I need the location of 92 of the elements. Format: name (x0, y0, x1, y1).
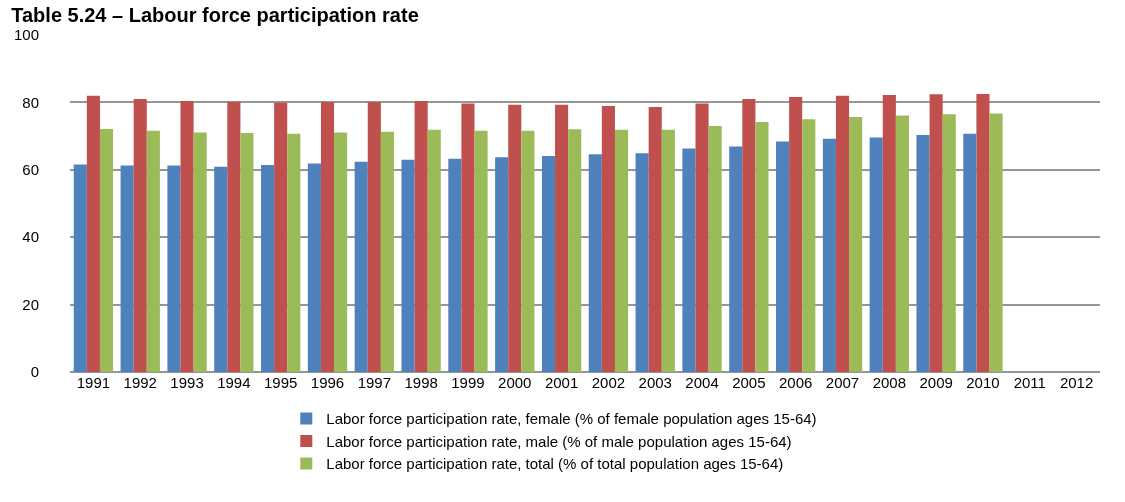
bar (334, 132, 348, 372)
y-tick-label: 0 (30, 363, 39, 381)
bar (729, 146, 743, 372)
bar (661, 129, 675, 372)
bar (261, 165, 275, 372)
bar (495, 157, 509, 372)
bar (240, 133, 254, 372)
legend-label: Labor force participation rate, female (% of female population ages 15-64) (326, 410, 817, 428)
bar (989, 113, 1003, 372)
bar (167, 165, 181, 372)
bar (555, 104, 569, 372)
x-tick-label: 1996 (310, 374, 345, 391)
bar (929, 94, 943, 372)
bar (274, 102, 288, 372)
bar (635, 153, 649, 372)
x-tick-label: 2002 (591, 374, 626, 391)
bar (461, 103, 475, 372)
x-tick-label: 2000 (498, 374, 532, 391)
x-tick-label: 1993 (170, 374, 204, 391)
bar (802, 119, 816, 372)
bar (742, 99, 756, 372)
bar (822, 138, 836, 372)
bar (895, 115, 909, 372)
bar (976, 93, 990, 372)
x-tick-label: 2011 (1013, 374, 1046, 391)
y-tick-label: 40 (22, 228, 39, 246)
bar (849, 116, 863, 372)
x-tick-label: 2006 (778, 374, 813, 391)
bar (354, 161, 368, 372)
bar (474, 130, 488, 372)
x-tick-label: 2001 (544, 374, 579, 391)
bar (367, 102, 381, 372)
legend-label: Labor force participation rate, male (% of male population ages 15-64) (326, 432, 792, 450)
bar (307, 163, 321, 372)
x-tick-label: 2009 (919, 374, 953, 391)
bar (835, 95, 850, 372)
x-tick-label: 2010 (966, 374, 1000, 391)
bar (287, 133, 301, 372)
bar (614, 129, 629, 372)
bar (86, 95, 100, 372)
bar (508, 104, 522, 372)
bar (942, 114, 956, 372)
bar (695, 103, 709, 372)
bar (120, 165, 134, 372)
x-tick-label: 2012 (1059, 374, 1094, 391)
bar (601, 106, 615, 372)
x-tick-label: 2008 (872, 374, 907, 391)
bar (320, 102, 335, 372)
bar (541, 155, 556, 372)
x-tick-label: 2004 (685, 374, 719, 391)
x-tick-label: 2005 (732, 374, 766, 391)
bar (708, 125, 722, 372)
bar (568, 129, 582, 372)
bar (427, 129, 441, 372)
bar (414, 101, 428, 372)
bar (521, 130, 535, 372)
x-tick-label: 1999 (451, 374, 485, 391)
x-tick-label: 1997 (357, 374, 392, 391)
bar (193, 132, 207, 372)
bar (755, 121, 769, 372)
bar (682, 148, 696, 372)
bar (869, 137, 883, 372)
legend-label: Labor force participation rate, total (% of total population ages 15-64) (326, 455, 784, 473)
bar (180, 101, 194, 372)
bar (588, 154, 602, 372)
y-tick-label: 60 (22, 161, 39, 179)
bar (963, 133, 977, 372)
bar (789, 97, 803, 372)
bar (776, 141, 790, 372)
bar (401, 159, 415, 372)
chart-title: Table 5.24 – Labour force participation rate (11, 3, 419, 26)
bar (648, 107, 662, 372)
bar (214, 166, 228, 372)
x-tick-label: 1998 (404, 374, 438, 391)
y-tick-label: 100 (13, 26, 39, 44)
bar (448, 158, 462, 372)
bar (916, 135, 930, 372)
bar (146, 130, 160, 372)
x-tick-label: 1995 (263, 374, 298, 391)
y-tick-label: 20 (22, 295, 39, 313)
y-tick-label: 80 (22, 93, 39, 111)
bar (73, 164, 87, 372)
bar (380, 131, 394, 372)
x-tick-label: 1994 (217, 374, 251, 391)
bar (882, 94, 896, 372)
bar (99, 129, 114, 372)
x-tick-label: 2007 (825, 374, 860, 391)
bar (227, 101, 241, 372)
x-tick-label: 2003 (638, 374, 672, 391)
x-tick-label: 1991 (76, 374, 111, 391)
x-tick-label: 1992 (123, 374, 157, 391)
bar (133, 99, 147, 372)
